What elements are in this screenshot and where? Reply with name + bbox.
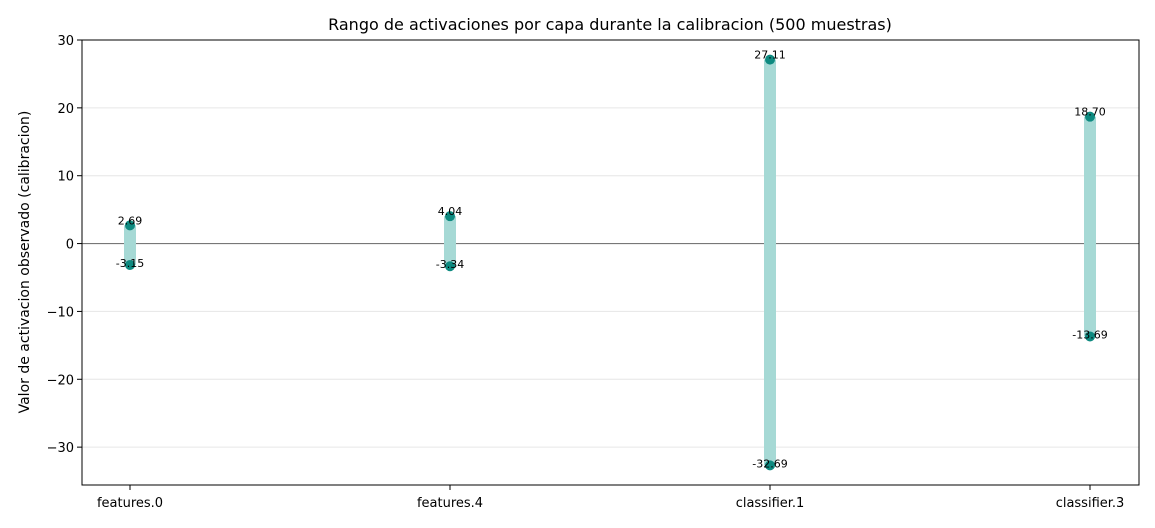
max-value-label: 4.04: [438, 205, 463, 218]
max-value-label: 27.11: [754, 49, 786, 62]
min-marker: [1085, 331, 1095, 342]
min-value-label: -3.15: [116, 257, 144, 270]
max-marker: [445, 211, 455, 222]
range-bar: [124, 225, 136, 265]
data-labels: 2.69 -3.15 4.04 -3.34 27.11 -32.69 18.70 -13.69: [116, 49, 1108, 471]
x-tick-label: features.4: [417, 496, 483, 511]
max-marker: [1085, 111, 1095, 122]
min-value-label: -3.34: [436, 258, 464, 271]
range-bar: [1084, 116, 1096, 337]
x-tick-label: features.0: [97, 496, 163, 511]
range-bars: [124, 59, 1096, 466]
min-value-label: -32.69: [752, 457, 787, 470]
min-value-label: -13.69: [1072, 328, 1107, 341]
range-bar: [444, 216, 456, 267]
max-value-label: 2.69: [118, 214, 143, 227]
min-marker: [765, 460, 775, 471]
y-tick-label: 10: [57, 170, 74, 185]
max-value-label: 18.70: [1074, 106, 1106, 119]
chart-title: Rango de activaciones por capa durante l…: [328, 15, 892, 34]
y-axis-title: Valor de activacion observado (calibraci…: [17, 111, 33, 414]
range-markers: [125, 54, 1095, 471]
min-marker: [125, 259, 135, 270]
y-tick-label: 0: [66, 238, 74, 253]
x-tick-label: classifier.1: [736, 496, 805, 511]
axes: 30 20 10 0 −10 −20 −30 features.0 features.4 clas…: [47, 34, 1125, 511]
max-marker: [765, 54, 775, 65]
range-bar: [764, 59, 776, 466]
y-tick-label: −10: [47, 305, 74, 320]
min-marker: [445, 261, 455, 272]
y-tick-label: 20: [57, 102, 74, 117]
y-tick-label: 30: [57, 34, 74, 49]
y-tick-label: −20: [47, 373, 74, 388]
max-marker: [125, 220, 135, 231]
x-tick-label: classifier.3: [1056, 496, 1125, 511]
y-tick-label: −30: [47, 441, 74, 456]
plot-frame: [81, 39, 1140, 486]
